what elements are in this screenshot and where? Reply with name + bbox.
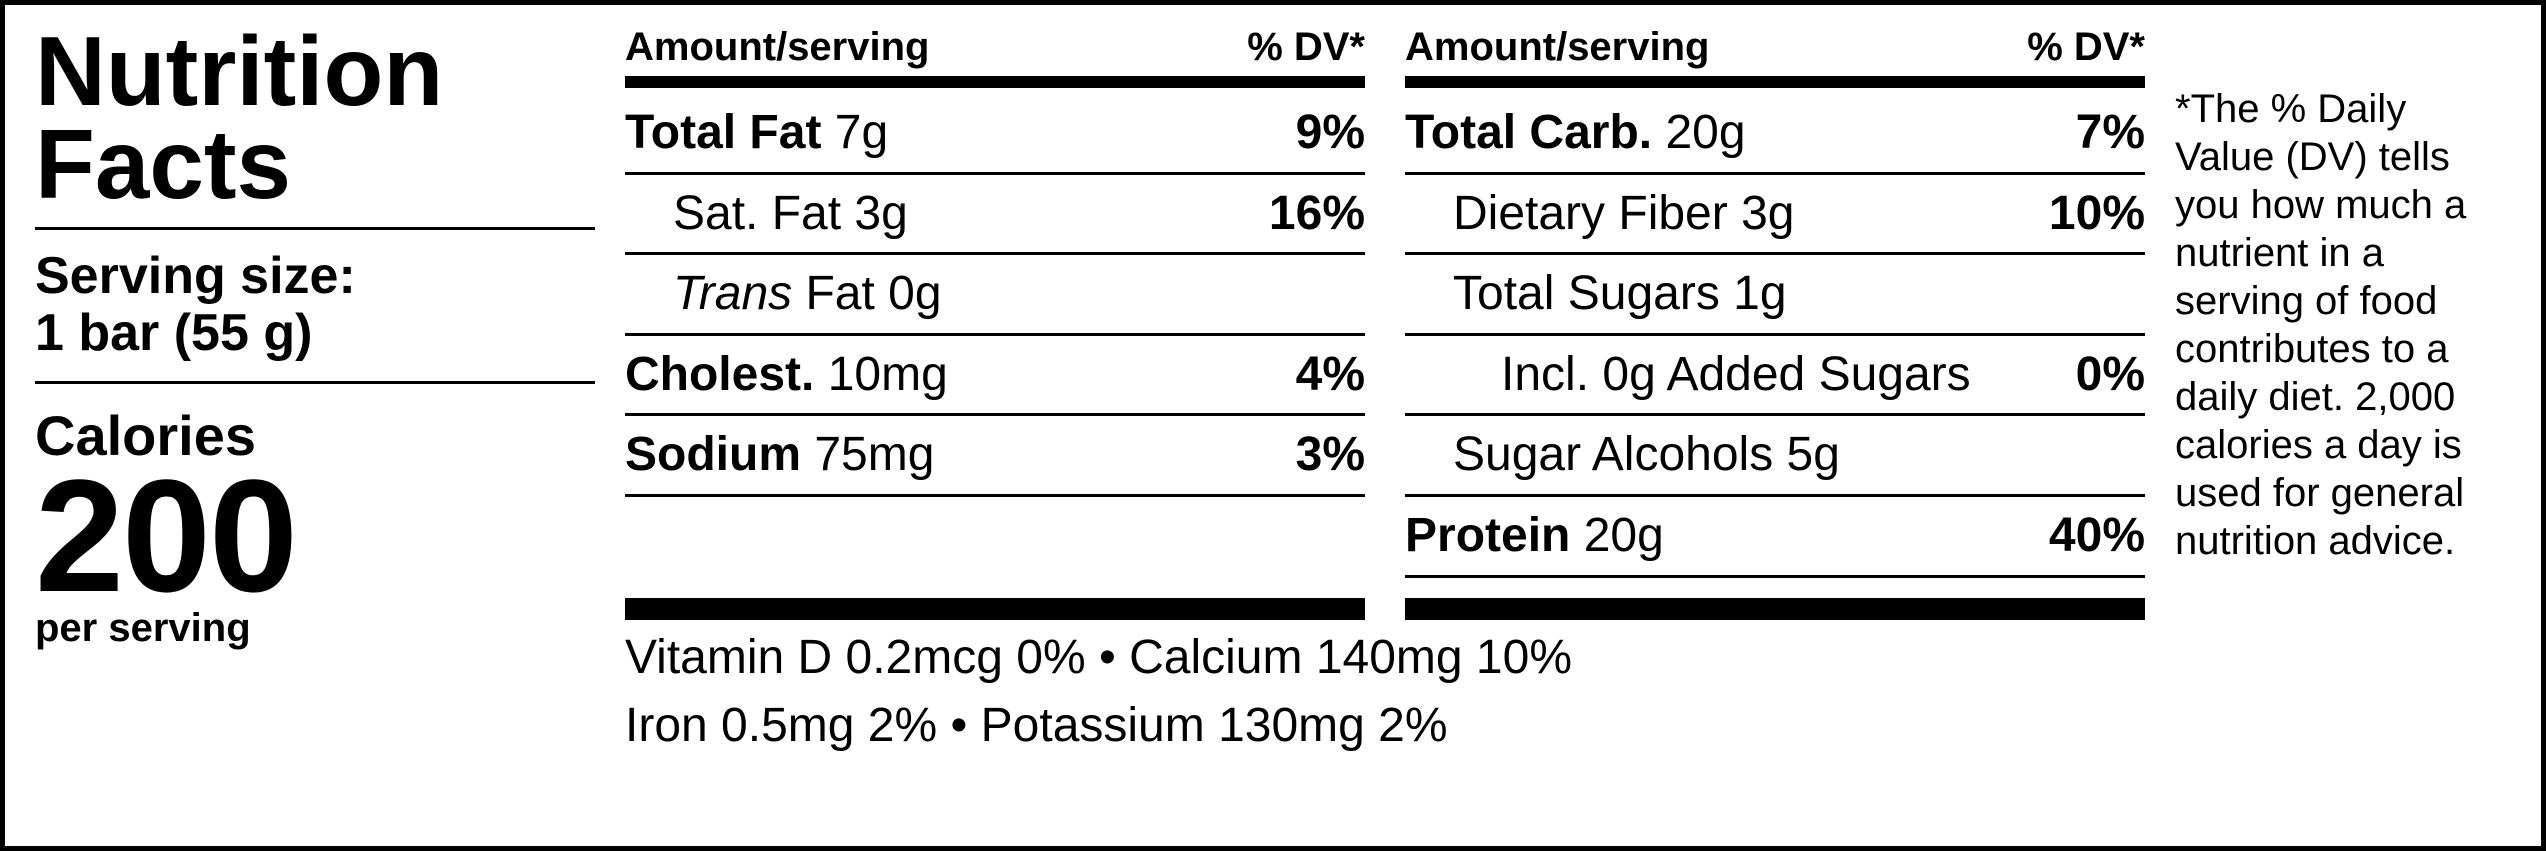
title-line1: Nutrition bbox=[35, 25, 595, 118]
nutrient-name: Sugar Alcohols 5g bbox=[1453, 426, 1840, 484]
col-header: Amount/serving % DV* bbox=[625, 25, 1365, 88]
nutrient-tables: Amount/serving % DV* Total Fat 7g 9% Sat. … bbox=[625, 25, 2145, 578]
header-dv: % DV* bbox=[2027, 25, 2145, 70]
thick-bar bbox=[625, 598, 1365, 620]
header-amount: Amount/serving bbox=[1405, 25, 1709, 70]
nutrient-name: Sodium 75mg bbox=[625, 426, 934, 484]
nutrient-row: Dietary Fiber 3g 10% bbox=[1405, 175, 2145, 256]
nutrient-col2: Amount/serving % DV* Total Carb. 20g 7% Di… bbox=[1405, 25, 2145, 578]
footnote-column: *The % Daily Value (DV) tells you how mu… bbox=[2175, 25, 2511, 826]
nutrient-name: Total Sugars 1g bbox=[1453, 265, 1787, 323]
nutrition-facts-panel: Nutrition Facts Serving size: 1 bar (55 … bbox=[0, 0, 2546, 851]
nutrient-row: Protein 20g 40% bbox=[1405, 497, 2145, 578]
calories-block: Calories 200 per serving bbox=[35, 384, 595, 648]
nutrient-name: Protein 20g bbox=[1405, 507, 1664, 565]
header-dv: % DV* bbox=[1247, 25, 1365, 70]
nutrient-name: Cholest. 10mg bbox=[625, 346, 948, 404]
serving-size: Serving size: 1 bar (55 g) bbox=[35, 230, 595, 383]
nutrient-row: Sat. Fat 3g 16% bbox=[625, 175, 1365, 256]
nutrient-dv: 4% bbox=[1296, 346, 1365, 404]
nutrient-row: Incl. 0g Added Sugars 0% bbox=[1405, 336, 2145, 417]
serving-value: 1 bar (55 g) bbox=[35, 305, 595, 362]
nutrient-name: Incl. 0g Added Sugars bbox=[1501, 346, 1971, 404]
nutrient-dv: 0% bbox=[2076, 346, 2145, 404]
nutrient-dv: 3% bbox=[1296, 426, 1365, 484]
title-line2: Facts bbox=[35, 118, 595, 211]
vitamins-line2: Iron 0.5mg 2% • Potassium 130mg 2% bbox=[625, 696, 2145, 756]
calories-value: 200 bbox=[35, 464, 595, 608]
nutrient-name: Sat. Fat 3g bbox=[673, 185, 908, 243]
nutrient-row: Trans Fat 0g bbox=[625, 255, 1365, 336]
thick-bar bbox=[1405, 598, 2145, 620]
nutrient-dv: 16% bbox=[1269, 185, 1365, 243]
left-column: Nutrition Facts Serving size: 1 bar (55 … bbox=[35, 25, 595, 826]
vitamins-line1: Vitamin D 0.2mcg 0% • Calcium 140mg 10% bbox=[625, 628, 2145, 688]
thick-bars bbox=[625, 584, 2145, 620]
nutrient-row: Total Carb. 20g 7% bbox=[1405, 94, 2145, 175]
nutrient-row: Sodium 75mg 3% bbox=[625, 416, 1365, 497]
nutrient-dv: 9% bbox=[1296, 104, 1365, 162]
nutrient-col1: Amount/serving % DV* Total Fat 7g 9% Sat. … bbox=[625, 25, 1365, 578]
nutrient-dv: 40% bbox=[2049, 507, 2145, 565]
nutrient-dv: 7% bbox=[2076, 104, 2145, 162]
nutrients-column: Amount/serving % DV* Total Fat 7g 9% Sat. … bbox=[625, 25, 2145, 826]
calories-sub: per serving bbox=[35, 608, 595, 648]
nutrient-name: Total Carb. 20g bbox=[1405, 104, 1746, 162]
nutrient-row: Total Fat 7g 9% bbox=[625, 94, 1365, 175]
nutrient-name: Total Fat 7g bbox=[625, 104, 888, 162]
nutrient-name: Dietary Fiber 3g bbox=[1453, 185, 1794, 243]
nutrient-name: Trans Fat 0g bbox=[673, 265, 942, 323]
col-header: Amount/serving % DV* bbox=[1405, 25, 2145, 88]
header-amount: Amount/serving bbox=[625, 25, 929, 70]
nutrient-row: Sugar Alcohols 5g bbox=[1405, 416, 2145, 497]
title: Nutrition Facts bbox=[35, 25, 595, 230]
nutrient-row: Cholest. 10mg 4% bbox=[625, 336, 1365, 417]
dv-footnote: *The % Daily Value (DV) tells you how mu… bbox=[2175, 85, 2511, 565]
serving-label: Serving size: bbox=[35, 248, 595, 305]
nutrient-dv: 10% bbox=[2049, 185, 2145, 243]
nutrient-row: Total Sugars 1g bbox=[1405, 255, 2145, 336]
